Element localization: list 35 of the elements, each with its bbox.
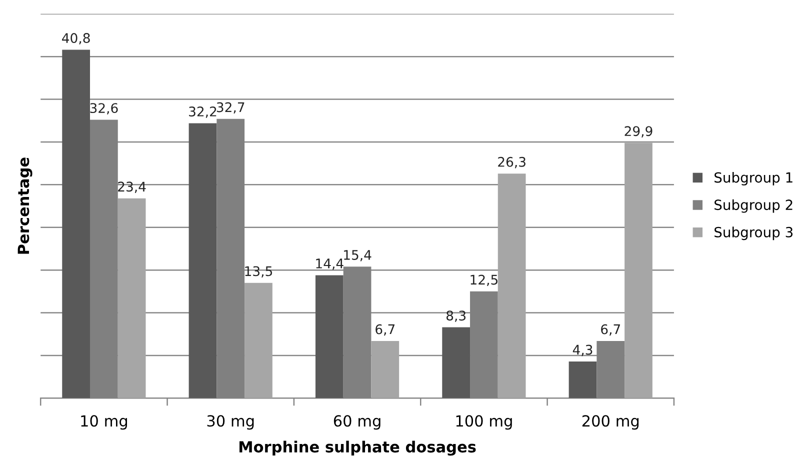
bar [62,50,90,398]
data-label: 13,5 [245,266,272,278]
x-axis-title: Morphine sulphate dosages [239,440,476,456]
legend-label: Subgroup 2 [714,199,792,213]
data-label: 12,5 [470,274,498,286]
bar [568,361,597,398]
data-label: 14,4 [316,258,344,270]
data-label: 32,2 [189,106,216,118]
data-label: 4,3 [572,344,592,356]
data-label: 23,4 [118,182,146,193]
legend-label: Subgroup 1 [714,172,792,186]
data-label: 40,8 [62,33,90,44]
bar [624,142,652,398]
data-label: 6,7 [376,324,395,336]
x-tick-label: 10 mg [81,415,127,430]
bar [371,340,400,398]
data-label: 29,9 [624,126,652,138]
data-label: 26,3 [498,156,526,168]
bar [244,282,272,398]
bar [315,275,344,398]
bar [498,174,526,398]
legend-label: Subgroup 3 [714,226,793,240]
data-label: 32,6 [90,103,118,114]
y-axis-title: Percentage [18,158,32,254]
data-label: 8,3 [446,310,466,322]
bar [118,198,146,398]
data-label: 6,7 [601,324,620,336]
bar [442,327,470,398]
x-tick-label: 200 mg [582,415,639,430]
data-label: 32,7 [216,102,244,114]
x-tick-label: 30 mg [207,415,254,430]
x-tick-label: 100 mg [456,415,512,430]
x-tick-label: 60 mg [334,415,380,430]
data-label: 15,4 [344,250,372,262]
bar [188,123,217,398]
